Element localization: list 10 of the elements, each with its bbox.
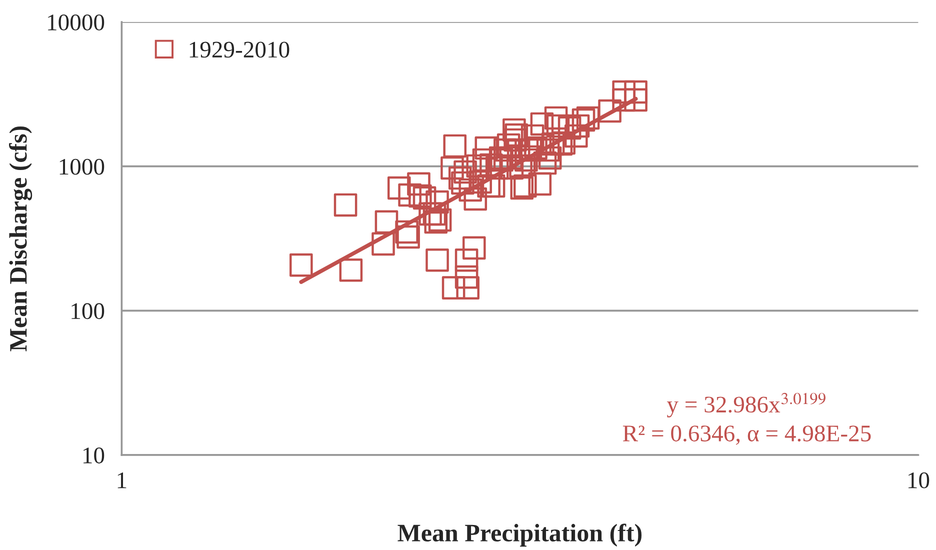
x-axis-title: Mean Precipitation (ft) [398,524,642,547]
y-tick-label: 10000 [48,14,104,30]
y-tick-label: 1000 [60,158,104,175]
y-tick-label: 10 [83,448,104,464]
y-axis-title: Mean Discharge (cfs) [8,126,32,352]
y-tick-label: 100 [72,303,104,320]
annotation: y = 32.986x$^{3.0199}$ [666,392,826,418]
legend-label: 1929-2010 [190,42,290,58]
x-tick-label: 1 [118,472,126,488]
annotation: R² = 0.6346, α = 4.98E-25 [622,426,871,445]
